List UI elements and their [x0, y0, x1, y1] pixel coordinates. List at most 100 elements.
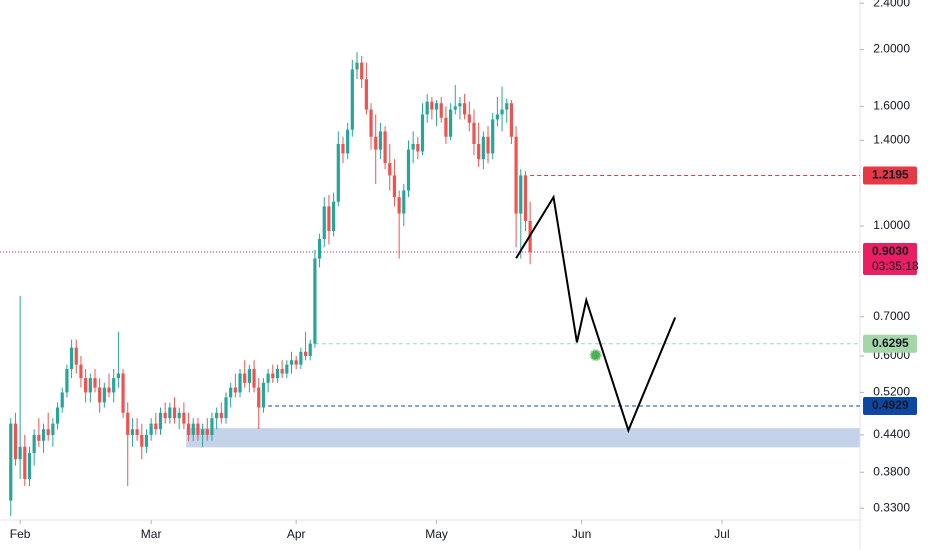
candle-body	[378, 131, 383, 150]
candle-body	[369, 109, 373, 137]
candle-body	[182, 412, 186, 424]
candle-body	[500, 109, 504, 115]
candle-body	[453, 106, 457, 110]
candle-body	[144, 434, 149, 447]
candle-body	[425, 101, 429, 115]
candle-body	[374, 136, 378, 150]
y-tick-label: 1.0000	[873, 218, 910, 232]
candle-body	[481, 136, 485, 160]
price-tag	[863, 334, 917, 353]
candle-body	[360, 62, 364, 80]
candle-body	[364, 79, 368, 110]
x-tick-label: May	[425, 527, 448, 541]
candle-body	[18, 446, 22, 460]
projection-line	[515, 194, 677, 434]
candle-body	[406, 149, 411, 191]
candle-body	[102, 387, 106, 403]
candle-body	[172, 407, 177, 419]
candle-body	[285, 364, 289, 374]
candle-body	[444, 117, 448, 137]
candle-body	[313, 258, 317, 344]
candle-body	[303, 351, 308, 356]
candle-body	[107, 387, 111, 393]
zone	[186, 428, 861, 448]
candle-body	[69, 347, 74, 370]
candle-body	[289, 360, 294, 365]
y-tick-label: 0.5200	[873, 385, 910, 399]
y-tick-label: 2.0000	[873, 42, 910, 56]
x-tick-label: Apr	[287, 527, 306, 541]
candle-body	[383, 131, 387, 164]
candle-body	[41, 429, 46, 441]
candle-body	[51, 423, 55, 435]
candle-body	[191, 423, 195, 435]
candle-body	[23, 446, 27, 480]
candle-body	[65, 369, 69, 393]
x-tick-label: Jun	[572, 527, 591, 541]
candle-body	[130, 429, 135, 435]
candle-body	[420, 114, 425, 152]
price-tag	[863, 397, 917, 416]
candle-body	[93, 378, 97, 388]
candle-body	[411, 144, 415, 150]
candle-body	[154, 423, 158, 430]
y-tick-label: 0.3800	[873, 464, 910, 478]
candle-body	[519, 175, 523, 214]
candle-body	[308, 343, 312, 356]
candle-body	[219, 412, 223, 419]
candle-body	[79, 364, 83, 379]
price-tag-label: 0.6295	[872, 336, 909, 350]
candle-body	[355, 62, 359, 70]
candle-body	[327, 206, 331, 232]
y-tick-label: 0.3300	[873, 500, 910, 514]
candle-body	[523, 175, 528, 221]
countdown-label: 03:35:18	[872, 259, 919, 273]
price-tag	[863, 166, 917, 185]
candle-body	[439, 103, 443, 118]
candle-body	[32, 434, 36, 453]
candle-body	[135, 429, 139, 435]
candle-body	[266, 373, 270, 383]
price-tag-label: 0.9030	[872, 244, 909, 258]
candle-body	[201, 429, 205, 435]
candle-body	[299, 351, 303, 365]
candle-body	[243, 373, 247, 383]
candle-body	[210, 418, 214, 435]
candle-body	[252, 369, 256, 388]
candle-body	[341, 144, 345, 154]
candle-body	[13, 423, 18, 460]
candle-body	[88, 378, 92, 393]
candle-body	[402, 190, 406, 214]
candle-body	[458, 103, 462, 107]
candle-body	[168, 407, 172, 419]
candle-body	[163, 412, 167, 419]
candle-body	[275, 369, 280, 379]
candle-body	[397, 197, 401, 214]
candle-body	[294, 360, 298, 365]
candle-body	[257, 387, 261, 408]
candle-body	[140, 434, 144, 447]
candle-body	[388, 163, 392, 176]
y-tick-label: 0.7000	[873, 309, 910, 323]
y-tick-label: 0.4400	[873, 427, 910, 441]
candle-body	[322, 206, 326, 240]
y-tick-label: 1.6000	[873, 99, 910, 113]
candle-body	[472, 122, 476, 145]
x-tick-label: Feb	[10, 527, 31, 541]
x-tick-label: Mar	[141, 527, 162, 541]
candle-body	[430, 101, 434, 110]
y-tick-label: 1.4000	[873, 133, 910, 147]
price-tag	[863, 242, 917, 275]
candle-body	[491, 119, 495, 154]
candle-body	[416, 144, 420, 152]
candle-body	[247, 369, 251, 383]
candle-body	[46, 429, 50, 435]
candle-body	[477, 144, 481, 160]
candle-body	[224, 397, 228, 419]
candle-body	[233, 387, 237, 393]
marker	[589, 349, 602, 362]
candle-body	[112, 378, 116, 393]
candle-body	[116, 373, 120, 379]
candle-body	[84, 378, 88, 393]
candle-body	[434, 103, 439, 110]
